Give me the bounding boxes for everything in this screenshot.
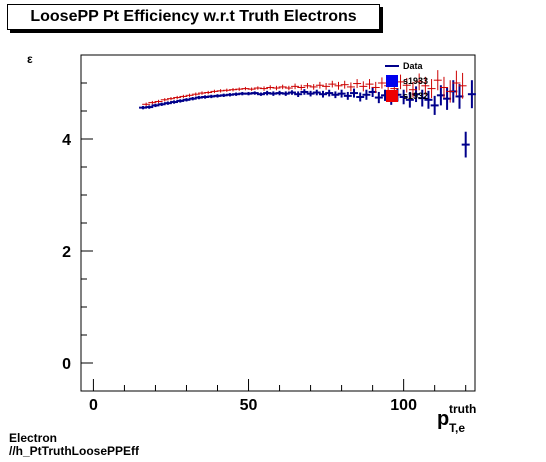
chart-title-box: LoosePP Pt Efficiency w.r.t Truth Electr… xyxy=(7,4,380,30)
footer-line-2: //h_PtTruthLoosePPEff xyxy=(9,444,140,458)
y-tick-label: 0 xyxy=(62,356,71,373)
x-tick-label: 0 xyxy=(89,397,98,414)
axes: 0 50 100 0 2 4 xyxy=(62,82,467,414)
y-tick-label: 4 xyxy=(62,132,71,149)
x-axis-title: p xyxy=(437,408,449,430)
axis-labels: ε p truth T,e xyxy=(27,52,476,435)
y-axis-title: ε xyxy=(27,52,33,66)
legend-label: Data xyxy=(403,61,424,71)
x-axis-title-sup: truth xyxy=(449,402,476,416)
legend-label: s1932 xyxy=(403,91,428,101)
legend-label: s1933 xyxy=(403,76,428,86)
plot-frame xyxy=(80,54,476,392)
x-axis-title-main: p xyxy=(437,408,449,430)
footer: Electron //h_PtTruthLoosePPEff xyxy=(9,432,139,458)
legend: Data s1933 s1932 xyxy=(385,61,428,102)
x-axis-title-sub: T,e xyxy=(449,421,465,435)
legend-swatch xyxy=(386,90,398,102)
y-tick-label: 2 xyxy=(62,244,71,261)
legend-swatch xyxy=(386,75,398,87)
footer-line-1: Electron xyxy=(9,431,58,445)
series-s1932 xyxy=(142,70,467,106)
series-s1933 xyxy=(139,80,476,158)
x-tick-label: 100 xyxy=(390,397,417,414)
x-tick-label: 50 xyxy=(240,397,258,414)
data-series xyxy=(139,70,476,158)
chart-title: LoosePP Pt Efficiency w.r.t Truth Electr… xyxy=(30,8,357,25)
plot-area xyxy=(80,54,476,392)
